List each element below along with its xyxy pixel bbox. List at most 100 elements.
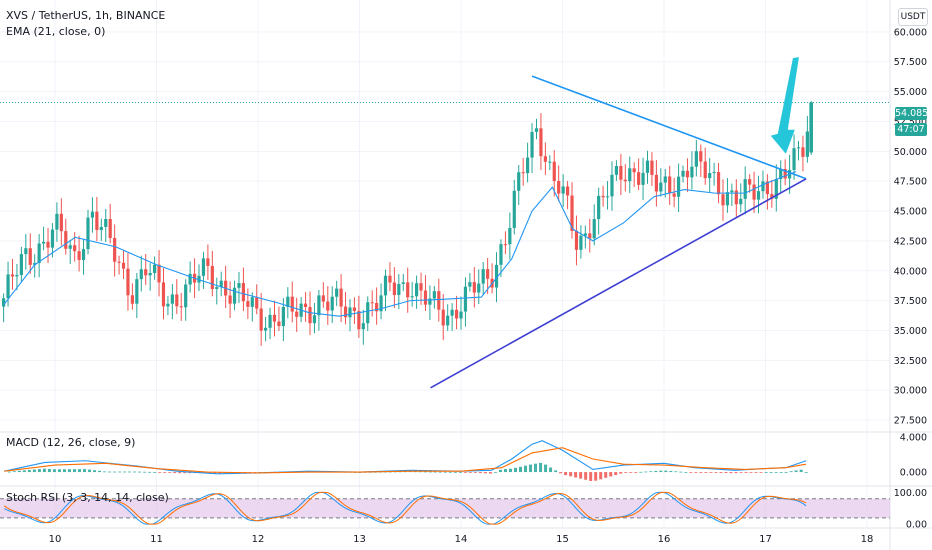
macd-histogram-bar	[549, 467, 553, 473]
macd-histogram-bar	[619, 472, 623, 474]
candle-down	[228, 295, 232, 304]
macd-histogram-bar	[579, 472, 583, 479]
candle-down	[721, 194, 725, 206]
candle-down	[28, 248, 32, 265]
candle-up	[756, 191, 761, 200]
price-tick-label: 45.000	[894, 207, 927, 218]
candle-up	[694, 151, 698, 167]
candle-up	[730, 190, 734, 193]
candle-down	[685, 170, 690, 178]
stoch-rsi-band	[0, 498, 890, 518]
candle-up	[512, 190, 516, 228]
candle-up	[450, 309, 454, 316]
macd-histogram-bar	[749, 472, 753, 473]
arrow-annotation	[770, 57, 799, 154]
signal-line	[4, 447, 807, 474]
candle-up	[561, 186, 565, 194]
candle-up	[614, 166, 619, 175]
candle-up	[579, 235, 583, 250]
candle-up	[37, 243, 41, 264]
candle-up	[135, 279, 139, 304]
candle-up	[90, 211, 95, 218]
candle-up	[663, 176, 667, 183]
candle-up	[15, 275, 19, 277]
candle-up	[81, 249, 86, 260]
macd-histogram-bar	[624, 472, 628, 473]
last-price-badge: 54.085	[895, 107, 929, 120]
macd-histogram-bar	[413, 471, 417, 473]
macd-histogram-bar	[694, 472, 698, 473]
macd-histogram-bar	[143, 471, 147, 473]
candle-down	[672, 193, 676, 197]
candle-up	[188, 273, 192, 285]
candle-up	[743, 179, 747, 199]
time-tick-label: 18	[861, 534, 874, 545]
candle-down	[565, 186, 570, 196]
candle-up	[250, 297, 254, 307]
ema-legend: EMA (21, close, 0)	[6, 25, 106, 38]
candle-up	[494, 264, 499, 288]
macd-histogram-bar	[27, 469, 31, 473]
candle-up	[477, 283, 481, 293]
macd-histogram-bar	[168, 472, 172, 473]
macd-histogram-bar	[574, 472, 578, 478]
macd-histogram-bar	[524, 465, 528, 473]
candle-down	[179, 306, 183, 308]
candle-up	[708, 173, 712, 179]
candle-down	[801, 147, 805, 157]
candle-down	[654, 174, 658, 192]
candle-up	[361, 323, 365, 330]
candle-up	[219, 280, 223, 288]
candle-down	[157, 264, 161, 283]
candle-up	[583, 233, 587, 236]
countdown-badge: 47:07	[895, 123, 927, 136]
candle-up	[499, 244, 503, 265]
candle-down	[255, 297, 259, 309]
candle-up	[428, 298, 432, 305]
candle-down	[437, 291, 441, 310]
candle-down	[552, 161, 556, 182]
macd-histogram-bar	[473, 472, 477, 473]
candle-down	[303, 303, 308, 308]
macd-histogram-bar	[52, 469, 56, 473]
candle-up	[170, 294, 174, 304]
macd-line	[4, 440, 807, 475]
macd-histogram-bar	[98, 470, 102, 473]
macd-histogram-bar	[22, 470, 26, 473]
macd-histogram-bar	[88, 469, 92, 473]
macd-histogram-bar	[729, 472, 733, 474]
price-tick-label: 32.500	[894, 356, 927, 367]
macd-histogram-bar	[183, 472, 187, 474]
currency-button[interactable]: USDT	[898, 8, 928, 26]
macd-histogram-bar	[7, 471, 11, 473]
macd-histogram-bar	[37, 469, 41, 473]
macd-histogram-bar	[789, 471, 793, 473]
macd-histogram-bar	[118, 471, 122, 473]
candle-up	[468, 282, 472, 287]
candle-down	[472, 282, 476, 293]
macd-histogram-bar	[148, 471, 152, 473]
macd-histogram-bar	[629, 472, 633, 473]
candle-up	[432, 291, 436, 299]
candle-down	[441, 309, 445, 326]
macd-histogram-bar	[704, 472, 708, 473]
candle-down	[10, 274, 15, 277]
macd-histogram-bar	[463, 472, 467, 473]
macd-histogram-bar	[554, 470, 558, 473]
macd-histogram-bar	[649, 471, 653, 473]
candle-down	[126, 268, 130, 296]
candle-down	[113, 237, 117, 262]
trendline-upper	[531, 75, 807, 180]
candle-up	[481, 269, 485, 284]
candle-up	[796, 147, 801, 149]
candle-down	[406, 282, 410, 298]
candle-down	[765, 181, 770, 195]
candle-down	[734, 190, 738, 205]
candle-up	[645, 160, 650, 173]
candle-up	[24, 248, 28, 255]
macd-tick-label: 4.000	[900, 433, 927, 444]
price-tick-label: 37.500	[894, 296, 927, 307]
candle-up	[459, 311, 463, 319]
candle-up	[534, 128, 539, 132]
